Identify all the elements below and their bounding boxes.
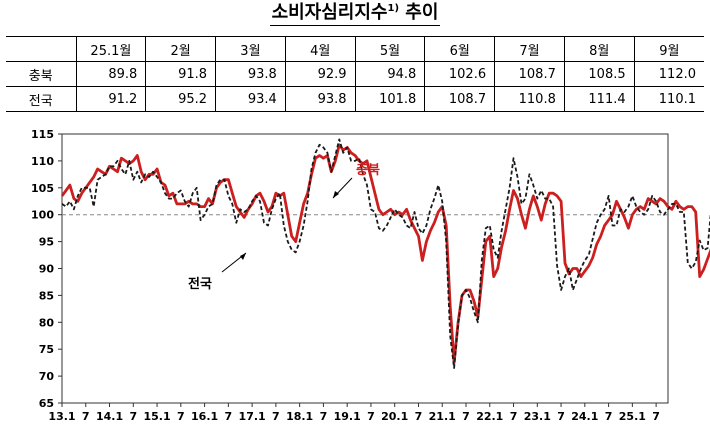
x-tick-label: 13.1 xyxy=(48,410,75,423)
table-column-header: 4월 xyxy=(285,37,355,62)
table-column-header: 25.1월 xyxy=(76,37,146,62)
y-tick-label: 105 xyxy=(31,182,54,195)
x-tick-label: 17.1 xyxy=(239,410,266,423)
y-tick-label: 95 xyxy=(39,236,54,249)
x-tick-label: 7 xyxy=(82,410,90,423)
table-column-header: 6월 xyxy=(425,37,495,62)
x-tick-label: 16.1 xyxy=(191,410,218,423)
x-tick-label: 7 xyxy=(129,410,137,423)
table-cell: 89.8 xyxy=(76,62,146,87)
y-tick-label: 110 xyxy=(31,155,54,168)
x-tick-label: 7 xyxy=(510,410,518,423)
table-cell: 110.8 xyxy=(495,87,565,112)
chart-title: 소비자심리지수1) 추이 xyxy=(0,0,710,26)
table-row: 충북 89.8 91.8 93.8 92.9 94.8 102.6 108.7 108.5 112… xyxy=(6,62,704,87)
x-tick-label: 25.1 xyxy=(619,410,646,423)
x-tick-label: 7 xyxy=(557,410,565,423)
y-tick-label: 115 xyxy=(31,128,54,141)
x-tick-label: 7 xyxy=(415,410,423,423)
table-cell: 101.8 xyxy=(355,87,425,112)
annotation-arrowhead-national xyxy=(240,253,246,260)
table-cell: 92.9 xyxy=(285,62,355,87)
x-tick-label: 22.1 xyxy=(476,410,503,423)
table-cell: 93.8 xyxy=(285,87,355,112)
y-tick-label: 70 xyxy=(39,370,55,383)
table-cell: 93.4 xyxy=(216,87,286,112)
table-cell: 91.2 xyxy=(76,87,146,112)
x-tick-label: 7 xyxy=(605,410,613,423)
table-cell: 94.8 xyxy=(355,62,425,87)
line-chart: 65 70 75 80 85 90 95 100 105 110 115 13.1 7 14.1 7 15.1… xyxy=(0,120,710,426)
series-line-chungbuk xyxy=(62,145,710,363)
title-suffix: 추이 xyxy=(405,2,438,23)
table-column-header: 5월 xyxy=(355,37,425,62)
x-tick-label: 15.1 xyxy=(143,410,170,423)
table-cell: 110.1 xyxy=(634,87,704,112)
x-tick-label: 21.1 xyxy=(429,410,456,423)
table-header-row: 25.1월 2월 3월 4월 5월 6월 7월 8월 9월 xyxy=(6,37,704,62)
x-tick-label: 14.1 xyxy=(96,410,123,423)
table-cell: 108.5 xyxy=(564,62,634,87)
x-tick-label: 7 xyxy=(225,410,233,423)
table-column-header: 2월 xyxy=(146,37,216,62)
table-cell: 111.4 xyxy=(564,87,634,112)
table-corner xyxy=(6,37,76,62)
y-tick-label: 80 xyxy=(39,316,55,329)
x-tick-label: 19.1 xyxy=(334,410,361,423)
x-tick-label: 7 xyxy=(177,410,185,423)
table-row: 전국 91.2 95.2 93.4 93.8 101.8 108.7 110.8 111.4 11… xyxy=(6,87,704,112)
table-cell: 108.7 xyxy=(425,87,495,112)
x-tick-label: 18.1 xyxy=(286,410,313,423)
table-cell: 91.8 xyxy=(146,62,216,87)
annotation-label-national: 전국 xyxy=(188,276,212,292)
annotation-label-chungbuk: 충북 xyxy=(356,162,380,178)
table-column-header: 7월 xyxy=(495,37,565,62)
title-footnote: 1) xyxy=(387,3,399,14)
x-tick-label: 24.1 xyxy=(571,410,598,423)
table-column-header: 9월 xyxy=(634,37,704,62)
y-tick-label: 65 xyxy=(39,397,54,410)
title-text: 소비자심리지수 xyxy=(272,2,388,23)
x-tick-label: 20.1 xyxy=(381,410,408,423)
table-cell: 108.7 xyxy=(495,62,565,87)
x-tick-label: 7 xyxy=(320,410,328,423)
x-tick-label: 7 xyxy=(272,410,280,423)
x-tick-label: 7 xyxy=(367,410,375,423)
table-row-label: 전국 xyxy=(6,87,76,112)
table-column-header: 8월 xyxy=(564,37,634,62)
table-cell: 102.6 xyxy=(425,62,495,87)
table-cell: 93.8 xyxy=(216,62,286,87)
y-tick-label: 75 xyxy=(39,343,54,356)
table-cell: 112.0 xyxy=(634,62,704,87)
index-table: 25.1월 2월 3월 4월 5월 6월 7월 8월 9월 충북 89.8 91.8 93.8 92.9… xyxy=(6,36,704,112)
y-tick-label: 90 xyxy=(39,263,55,276)
y-tick-label: 100 xyxy=(31,209,54,222)
y-tick-label: 85 xyxy=(39,289,54,302)
table-row-label: 충북 xyxy=(6,62,76,87)
table-column-header: 3월 xyxy=(216,37,286,62)
x-tick-label: 23.1 xyxy=(524,410,551,423)
table-cell: 95.2 xyxy=(146,87,216,112)
x-tick-label: 7 xyxy=(462,410,470,423)
x-tick-label: 7 xyxy=(652,410,660,423)
